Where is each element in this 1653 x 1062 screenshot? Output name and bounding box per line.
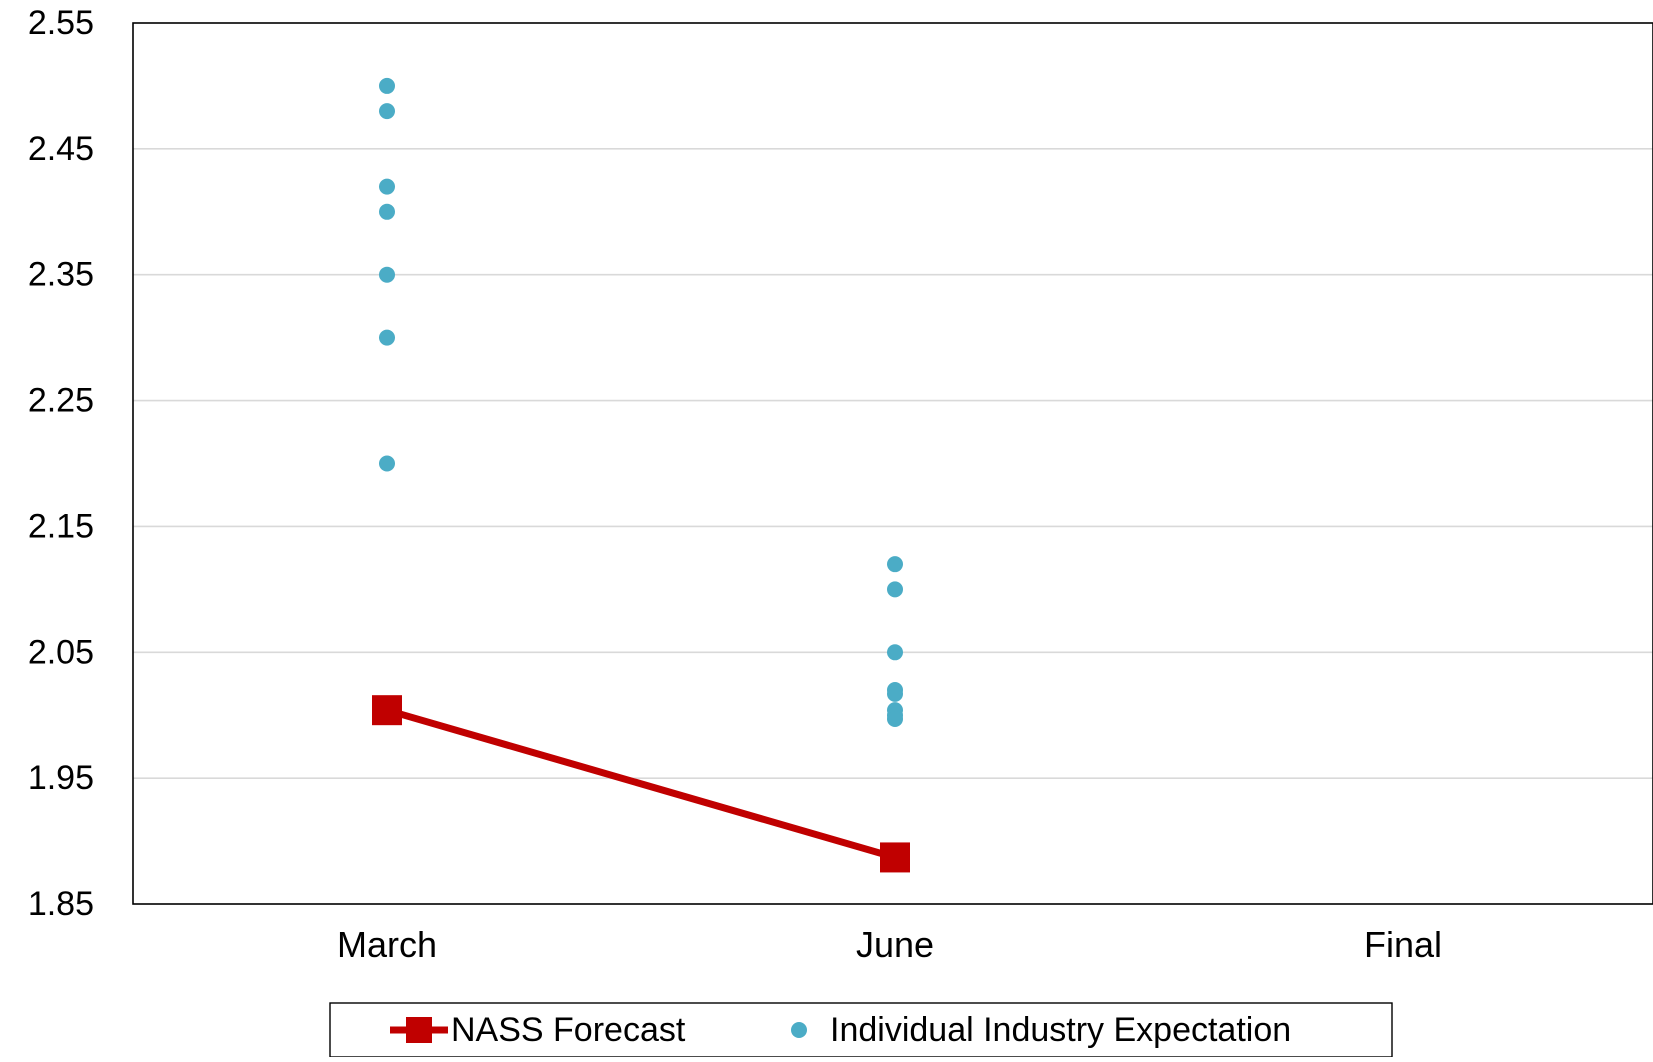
industry-expectation-point [379,103,395,120]
plot-area-frame [132,22,1653,905]
x-tick-label: Final [1364,924,1442,965]
industry-expectation-point [379,178,395,195]
y-tick-label: 2.35 [28,256,94,294]
x-tick-label: June [856,924,934,965]
industry-expectation-point [379,266,395,283]
industry-expectation-point [379,77,395,94]
x-axis-tick-labels: March June Final [337,924,1442,965]
legend-label-nass-forecast: NASS Forecast [451,1011,686,1049]
industry-expectation-point [379,455,395,472]
nass-forecast-marker [372,695,402,726]
y-tick-label: 1.95 [28,759,94,797]
industry-expectation-point [379,329,395,346]
x-tick-label: March [337,924,437,965]
industry-expectation-point [379,203,395,220]
legend-nass-marker-sample [406,1017,432,1043]
industry-expectation-point [887,556,903,573]
y-tick-label: 2.55 [28,4,94,42]
nass-forecast-marker [880,842,910,873]
y-axis-tick-labels: 1.85 1.95 2.05 2.15 2.25 2.35 2.45 2.55 [28,4,94,923]
legend: NASS Forecast Individual Industry Expecta… [329,1002,1393,1058]
nass-forecast-line [386,706,896,861]
y-tick-label: 1.85 [28,885,94,923]
industry-expectation-point [887,685,903,702]
y-tick-label: 2.15 [28,507,94,545]
industry-expectation-point [887,581,903,598]
industry-expectation-point [887,644,903,661]
industry-expectation-point [887,710,903,727]
legend-box [329,1002,1393,1058]
y-tick-label: 2.45 [28,130,94,168]
legend-label-industry-expectation: Individual Industry Expectation [830,1011,1291,1049]
series-layer [372,77,910,873]
legend-industry-dot-sample [791,1022,807,1038]
y-tick-label: 2.25 [28,382,94,420]
y-tick-label: 2.05 [28,633,94,671]
